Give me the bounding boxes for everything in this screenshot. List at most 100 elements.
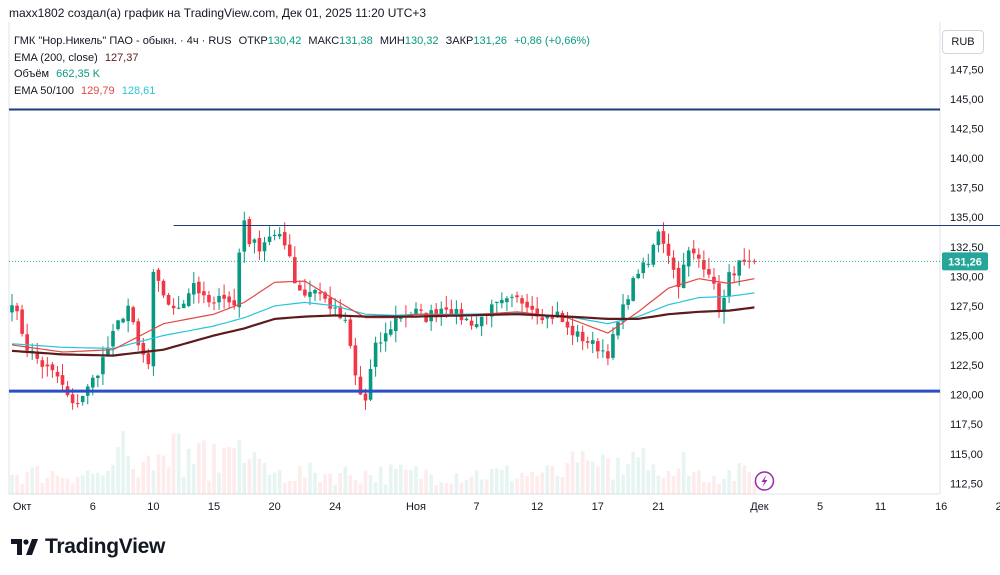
candle-body (530, 305, 534, 310)
volume-bar (752, 481, 757, 494)
volume-bar (45, 478, 50, 494)
candle-body (570, 325, 575, 336)
low-value: 130,32 (404, 35, 439, 47)
candle-body (626, 299, 630, 305)
high-label: МАКС (308, 35, 340, 47)
candle-body (414, 308, 418, 315)
candle-body (394, 316, 398, 332)
volume-bar (328, 473, 332, 494)
volume-bar (530, 471, 534, 494)
volume-bar (192, 464, 196, 494)
candle-body (227, 296, 231, 303)
close-value: 131,26 (473, 35, 507, 47)
candle-body (697, 254, 701, 259)
currency-button[interactable]: RUB (942, 30, 984, 54)
candle-body (747, 260, 752, 262)
x-tick-label: Окт (13, 501, 32, 513)
volume-bar (101, 475, 105, 494)
candle-body (308, 291, 312, 297)
candle-body (323, 292, 327, 299)
volume-bar (606, 458, 610, 494)
ema50-value: 129,79 (81, 84, 115, 97)
volume-bar (747, 472, 752, 494)
volume-bar (156, 454, 161, 494)
candle-body (686, 250, 691, 267)
volume-bar (661, 477, 666, 494)
candle-body (752, 261, 757, 263)
volume-bar (343, 466, 348, 494)
volume-bar (449, 483, 454, 494)
ema-pair-label: EMA 50/100 (14, 84, 74, 97)
volume-bar (707, 482, 711, 494)
volume-bar (515, 478, 519, 494)
volume-bar (35, 466, 40, 494)
volume-bar (575, 462, 580, 494)
x-tick-label: 20 (268, 501, 280, 513)
candle-body (318, 292, 322, 294)
legend-ema-pair-row[interactable]: EMA 50/100 129,79 128,61 (14, 83, 594, 100)
legend-volume-row[interactable]: Объём 662,35 K (14, 66, 594, 83)
candle-body (399, 317, 403, 319)
candle-body (202, 291, 206, 296)
candle-body (590, 340, 595, 344)
x-tick-label: 5 (817, 501, 823, 513)
candle-body (45, 364, 50, 367)
volume-bar (373, 482, 378, 494)
candle-body (681, 264, 686, 289)
candle-body (111, 330, 115, 347)
candle-body (55, 371, 60, 377)
candle-body (646, 263, 651, 265)
volume-bar (580, 451, 585, 494)
candle-body (272, 234, 277, 236)
candle-body (606, 351, 610, 359)
open-label: ОТКР (238, 35, 268, 47)
x-tick-label: 7 (474, 501, 480, 513)
candle-body (277, 233, 282, 237)
volume-bar (227, 447, 231, 494)
tradingview-logo[interactable]: TradingView (11, 535, 165, 559)
ema200-line (11, 306, 755, 357)
volume-bar (712, 475, 716, 494)
candle-body (596, 341, 600, 352)
volume-bar (197, 443, 201, 494)
candle-body (469, 320, 474, 326)
candle-body (505, 298, 509, 303)
legend-ema200-row[interactable]: EMA (200, close) 127,37 (14, 50, 594, 67)
volume-bar (656, 475, 661, 494)
candle-body (419, 309, 423, 311)
volume-bar (686, 475, 691, 494)
volume-bar (489, 468, 494, 494)
volume-bar (181, 476, 186, 494)
candle-body (50, 364, 55, 371)
volume-bar (237, 440, 242, 494)
symbol-title[interactable]: ГМК "Нор.Никель" ПАО - обыкн. · 4ч · RUS (14, 35, 232, 47)
ema200-label: EMA (200, close) (14, 51, 98, 64)
candle-body (691, 248, 696, 254)
candle-body (545, 316, 550, 319)
volume-bar (40, 483, 45, 494)
volume-bar (75, 476, 80, 494)
candle-body (298, 284, 302, 291)
volume-bar (520, 472, 524, 494)
volume-bar (106, 470, 110, 494)
x-tick-label: 21 (652, 501, 664, 513)
volume-bar (247, 459, 252, 494)
candle-body (631, 277, 635, 301)
candle-body (60, 375, 65, 385)
candle-body (454, 308, 459, 317)
volume-bar (262, 462, 267, 494)
candle-body (732, 273, 736, 276)
candle-body (616, 322, 620, 336)
candle-body (121, 318, 125, 323)
volume-bar (500, 469, 504, 494)
last-price-label: 131,26 (948, 256, 982, 268)
volume-bar (277, 470, 282, 494)
volume-bar (146, 455, 151, 494)
candle-body (373, 342, 378, 367)
volume-bar (555, 475, 560, 494)
close-label: ЗАКР (445, 35, 474, 47)
candle-body (510, 296, 514, 298)
volume-bar (388, 464, 393, 494)
volume-bar (676, 468, 681, 494)
